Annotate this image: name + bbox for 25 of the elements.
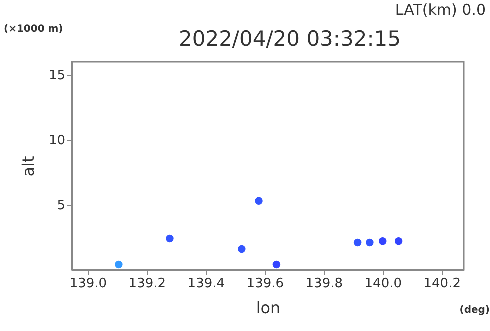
- x-tick-label: 139.2: [128, 276, 166, 292]
- chart-title: 2022/04/20 03:32:15: [178, 27, 402, 51]
- point: [354, 238, 362, 247]
- x-tick-label: 139.4: [188, 276, 226, 292]
- x-tick-label: 140.2: [424, 276, 461, 292]
- point: [255, 197, 263, 205]
- x-tick-label: 139.0: [70, 276, 108, 292]
- point: [379, 238, 387, 246]
- x-tick-label: 140.0: [364, 276, 402, 292]
- y-tick-label: 15: [48, 68, 66, 84]
- point: [272, 260, 281, 269]
- x-tick-label: 139.8: [306, 276, 344, 292]
- x-axis-title: lon: [256, 298, 281, 318]
- point: [238, 245, 246, 254]
- y-tick-label: 10: [48, 134, 66, 148]
- point: [366, 238, 374, 247]
- y-axis-title: alt: [18, 156, 38, 177]
- point: [394, 238, 403, 246]
- text: LAT(km) 0.0: [395, 1, 486, 19]
- text: (×1000 m): [4, 24, 64, 35]
- text: (deg): [460, 305, 490, 316]
- point: [115, 260, 123, 269]
- point: [166, 234, 174, 243]
- y-tick-label: 5: [57, 198, 66, 214]
- x-tick-label: 139.6: [246, 276, 284, 292]
